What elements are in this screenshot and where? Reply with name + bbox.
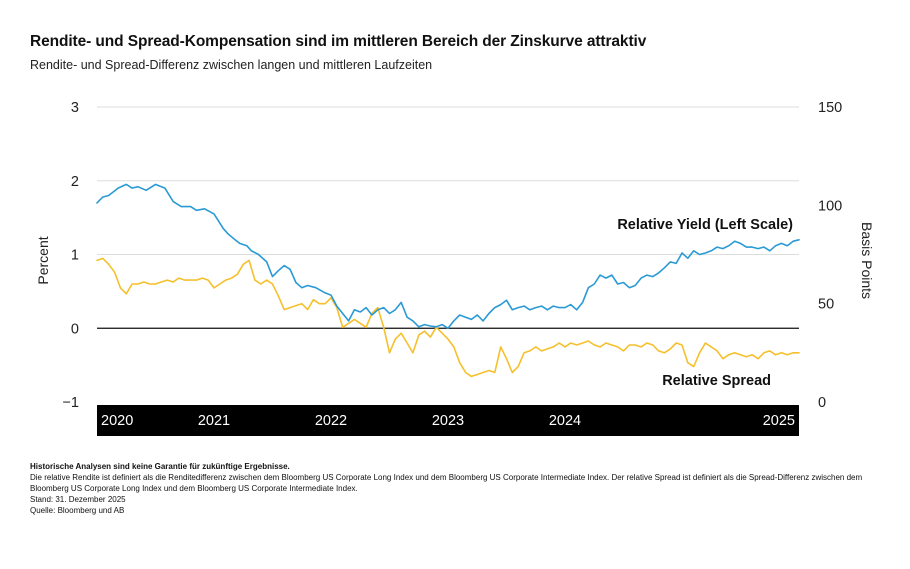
footnote-definition: Die relative Rendite ist definiert als d…: [30, 473, 863, 493]
x-axis-band: [97, 405, 799, 436]
footnotes: Historische Analysen sind keine Garantie…: [30, 461, 870, 516]
y-right-axis-label: Basis Points: [859, 222, 875, 299]
y-right-tick-label: 0: [818, 395, 826, 411]
x-tick-label: 2022: [315, 413, 347, 429]
x-tick-label: 2024: [549, 413, 581, 429]
relative-spread-annotation: Relative Spread: [662, 373, 771, 389]
y-right-tick-label: 100: [818, 198, 842, 214]
chart-subtitle: Rendite- und Spread-Differenz zwischen l…: [30, 58, 433, 72]
y-right-tick-label: 50: [818, 297, 834, 313]
relative-yield-annotation: Relative Yield (Left Scale): [617, 217, 793, 233]
footnote-disclaimer: Historische Analysen sind keine Garantie…: [30, 462, 290, 471]
x-tick-label: 2023: [432, 413, 464, 429]
y-left-tick-label: 2: [71, 174, 79, 190]
x-tick-label: 2021: [198, 413, 230, 429]
y-left-tick-label: 1: [71, 248, 79, 264]
y-left-tick-label: 3: [71, 100, 79, 116]
chart-title: Rendite- und Spread-Kompensation sind im…: [30, 33, 647, 50]
y-left-axis-label: Percent: [35, 236, 51, 284]
y-right-tick-label: 150: [818, 100, 842, 116]
footnote-source: Quelle: Bloomberg und AB: [30, 506, 125, 515]
y-left-tick-label: −1: [62, 395, 79, 411]
x-tick-label: 2020: [101, 413, 133, 429]
y-left-tick-label: 0: [71, 321, 79, 337]
relative-spread-line: [96, 257, 800, 378]
relative-yield-line: [96, 183, 800, 330]
x-tick-label: 2025: [763, 413, 795, 429]
footnote-date: Stand: 31. Dezember 2025: [30, 495, 126, 504]
line-chart: 3 2 1 0 −1 150 100 50 0 Percent Basis Points Relati…: [35, 100, 875, 436]
